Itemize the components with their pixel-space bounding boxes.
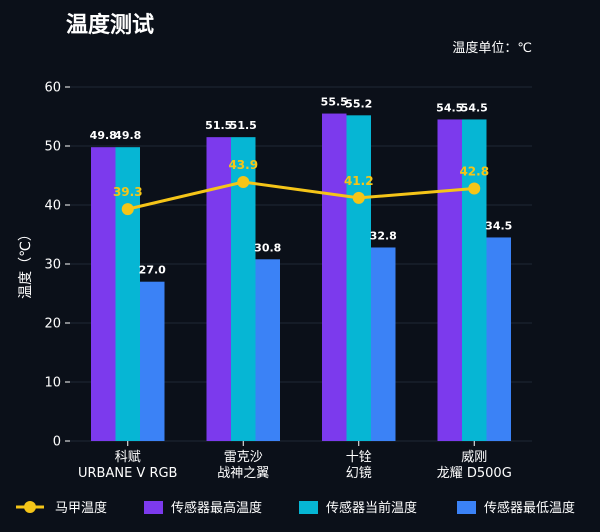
line-data-label: 39.3 <box>113 185 143 199</box>
legend-label: 传感器最高温度 <box>171 500 262 516</box>
bar-data-label: 54.5 <box>461 101 488 114</box>
bars <box>91 113 511 442</box>
y-tick-label: 50 <box>44 140 61 155</box>
bar-data-label: 27.0 <box>139 264 166 277</box>
line-point <box>237 175 250 188</box>
line-point <box>121 203 134 216</box>
line-path <box>127 180 475 211</box>
line-point <box>352 191 365 204</box>
data-labels: 49.849.8 27.0 51.551.5 30.8 55.555.2 32.8 54.5… <box>90 96 513 277</box>
x-tick-label: 威刚 <box>461 450 487 465</box>
bar <box>206 137 231 441</box>
bar-data-label: 54.5 <box>436 101 463 114</box>
bar <box>255 259 280 441</box>
bar-data-label: 49.8 <box>90 129 117 142</box>
bar-data-label: 30.8 <box>254 241 281 254</box>
legend: 马甲温度 传感器最高温度 传感器当前温度 传感器最低温度 <box>16 500 575 516</box>
x-tick-label: 战神之翼 <box>217 466 269 481</box>
bar-data-label: 51.5 <box>230 119 257 132</box>
bar-data-label: 55.5 <box>321 96 348 109</box>
unit-note: 温度单位：℃ <box>452 40 532 56</box>
bar-data-label: 49.8 <box>114 129 141 142</box>
line-data-label: 41.2 <box>344 174 374 188</box>
bar-data-label: 55.2 <box>345 97 372 110</box>
y-tick-label: 60 <box>44 81 61 96</box>
y-tick-label: 40 <box>44 199 61 214</box>
legend-label: 传感器当前温度 <box>326 500 417 516</box>
legend-label: 传感器最低温度 <box>484 500 575 516</box>
bar <box>371 247 396 441</box>
bar <box>462 119 487 441</box>
y-axis-label: 温度（℃） <box>18 227 34 299</box>
legend-marker <box>24 501 36 513</box>
bar <box>140 281 165 441</box>
line-data-label: 42.8 <box>459 164 489 178</box>
chart-title: 温度测试 <box>66 12 154 38</box>
bar-data-label: 32.8 <box>370 229 397 242</box>
legend-swatch <box>457 501 476 514</box>
x-tick-label: 龙耀 D500G <box>437 466 512 481</box>
y-tick-label: 0 <box>53 435 61 450</box>
bar <box>91 147 116 441</box>
y-tick-label: 20 <box>44 317 61 332</box>
bar <box>486 237 511 441</box>
bar <box>437 119 462 441</box>
y-tick-label: 30 <box>44 258 61 273</box>
x-tick-label: 十铨 <box>346 450 372 465</box>
y-ticks: 0 10 20 30 40 50 60 <box>44 81 70 450</box>
x-tick-label: 幻镜 <box>346 466 372 481</box>
legend-label: 马甲温度 <box>55 500 107 516</box>
x-tick-label: 雷克沙 <box>224 450 263 465</box>
bar-data-label: 34.5 <box>485 219 512 232</box>
bar <box>346 115 371 441</box>
line-point <box>468 182 481 195</box>
x-tick-label: URBANE V RGB <box>78 466 177 481</box>
legend-swatch <box>144 501 163 514</box>
x-tick-label: 科赋 <box>115 450 141 465</box>
line-data-label: 43.9 <box>228 158 258 172</box>
bar <box>115 147 140 441</box>
y-tick-label: 10 <box>44 376 61 391</box>
line-series <box>121 175 481 216</box>
legend-swatch <box>299 501 318 514</box>
bar <box>322 113 347 442</box>
bar-data-label: 51.5 <box>205 119 232 132</box>
